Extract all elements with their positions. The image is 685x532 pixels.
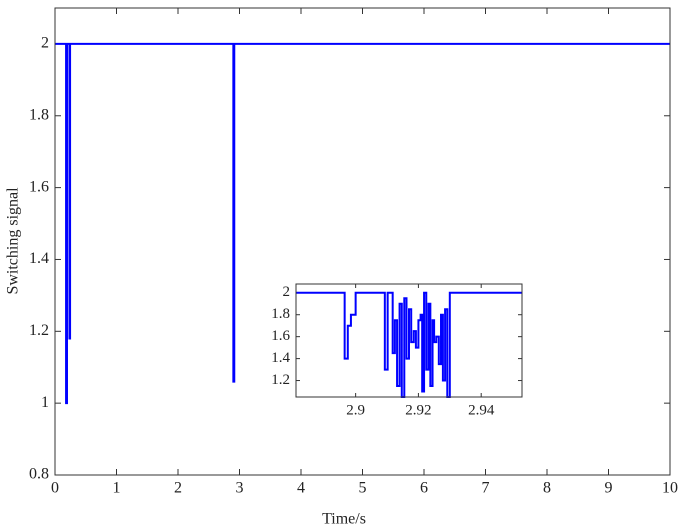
x-tick-label: 0 (51, 480, 59, 497)
y-axis-label: Switching signal (5, 187, 22, 295)
x-tick-label: 10 (662, 480, 678, 497)
x-tick-label: 1 (113, 480, 121, 497)
x-tick-label: 4 (297, 480, 305, 497)
y-tick-label: 2 (283, 284, 291, 300)
signal-line (296, 291, 522, 398)
x-tick-label: 8 (543, 480, 551, 497)
y-tick-label: 1.6 (29, 178, 49, 195)
x-tick-label: 5 (359, 480, 367, 497)
y-tick-label: 1.4 (29, 250, 49, 267)
y-tick-label: 1.8 (271, 306, 290, 322)
x-tick-label: 3 (236, 480, 244, 497)
x-tick-label: 2.92 (405, 402, 431, 418)
x-axis-label: Time/s (322, 511, 366, 528)
x-tick-label: 9 (605, 480, 613, 497)
y-tick-label: 1 (41, 394, 49, 411)
x-tick-label: 6 (420, 480, 428, 497)
axes-frame (54, 7, 671, 476)
x-tick-label: 2.9 (346, 402, 365, 418)
y-tick-label: 1.4 (271, 350, 290, 366)
signal-line (55, 42, 670, 405)
y-tick-label: 1.2 (29, 322, 49, 339)
y-tick-label: 1.6 (271, 328, 290, 344)
y-tick-label: 1.8 (29, 106, 49, 123)
x-tick-label: 2.94 (468, 402, 495, 418)
x-tick-label: 7 (482, 480, 490, 497)
x-tick-label: 2 (174, 480, 182, 497)
y-tick-label: 0.8 (29, 466, 49, 483)
y-tick-label: 1.2 (271, 372, 290, 388)
y-tick-label: 2 (41, 35, 49, 52)
axes-frame (295, 283, 523, 398)
